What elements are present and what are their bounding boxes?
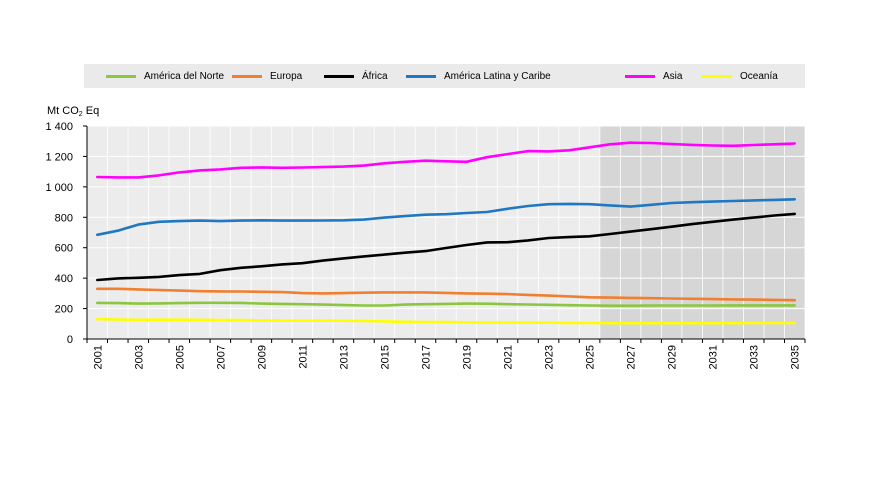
legend-swatch bbox=[406, 74, 436, 78]
x-tick-label: 2013 bbox=[338, 345, 350, 369]
x-tick-label: 2031 bbox=[708, 345, 720, 369]
x-tick-label: 2021 bbox=[503, 345, 515, 369]
legend-label: América Latina y Caribe bbox=[444, 70, 551, 82]
y-tick-label: 800 bbox=[55, 212, 73, 224]
legend-label: África bbox=[362, 70, 388, 82]
series-line-africa bbox=[96, 212, 797, 282]
legend-swatch bbox=[106, 74, 136, 78]
x-tick-label: 2007 bbox=[215, 345, 227, 369]
y-tick-label: 600 bbox=[55, 243, 73, 255]
x-tick-label: 2027 bbox=[626, 345, 638, 369]
x-tick-label: 2033 bbox=[749, 345, 761, 369]
legend-label: América del Norte bbox=[144, 70, 225, 82]
y-axis-title-main: Mt CO bbox=[47, 105, 79, 117]
x-tick-label: 2009 bbox=[256, 345, 268, 369]
legend-label: Oceanía bbox=[740, 70, 778, 82]
legend-item-europa: Europa bbox=[232, 64, 302, 88]
legend-label: Europa bbox=[270, 70, 303, 82]
legend-swatch bbox=[324, 74, 354, 78]
x-tick-label: 2029 bbox=[667, 345, 679, 369]
legend-swatch bbox=[625, 74, 655, 78]
legend-item-america-latina: América Latina y Caribe bbox=[406, 64, 551, 88]
x-tick-label: 2015 bbox=[380, 345, 392, 369]
y-axis-title: Mt CO2 Eq bbox=[47, 105, 99, 118]
legend-item-oceania: Oceanía bbox=[702, 64, 778, 88]
x-tick-label: 2025 bbox=[585, 345, 597, 369]
x-tick-label: 2023 bbox=[544, 345, 556, 369]
x-tick-label: 2003 bbox=[133, 345, 145, 369]
legend-swatch bbox=[702, 74, 732, 78]
series-line-europa bbox=[96, 287, 797, 302]
y-tick-label: 1 200 bbox=[45, 151, 73, 163]
y-tick-label: 400 bbox=[55, 273, 73, 285]
legend-item-africa: África bbox=[324, 64, 388, 88]
series-line-asia bbox=[96, 141, 797, 179]
y-tick-label: 0 bbox=[67, 334, 73, 346]
legend-label: Asia bbox=[663, 70, 683, 82]
y-axis-title-end: Eq bbox=[82, 105, 100, 117]
series-line-oceania bbox=[96, 317, 797, 325]
series-line-america-del-norte bbox=[96, 301, 797, 308]
x-tick-label: 2005 bbox=[174, 345, 186, 369]
y-tick-label: 1 400 bbox=[45, 121, 73, 133]
y-tick-label: 1 000 bbox=[45, 182, 73, 194]
y-axis-title-sub: 2 bbox=[78, 111, 83, 118]
x-tick-label: 2001 bbox=[92, 345, 104, 369]
chart-legend: América del Norte Europa África América … bbox=[84, 64, 805, 88]
legend-item-asia: Asia bbox=[625, 64, 682, 88]
series-line-america-latina-y-caribe bbox=[96, 198, 797, 237]
x-tick-label: 2011 bbox=[297, 345, 309, 369]
x-tick-label: 2019 bbox=[462, 345, 474, 369]
x-tick-label: 2017 bbox=[421, 345, 433, 369]
legend-swatch bbox=[232, 74, 262, 78]
legend-item-america-del-norte: América del Norte bbox=[106, 64, 224, 88]
x-tick-label: 2035 bbox=[790, 345, 802, 369]
y-tick-label: 200 bbox=[55, 304, 73, 316]
